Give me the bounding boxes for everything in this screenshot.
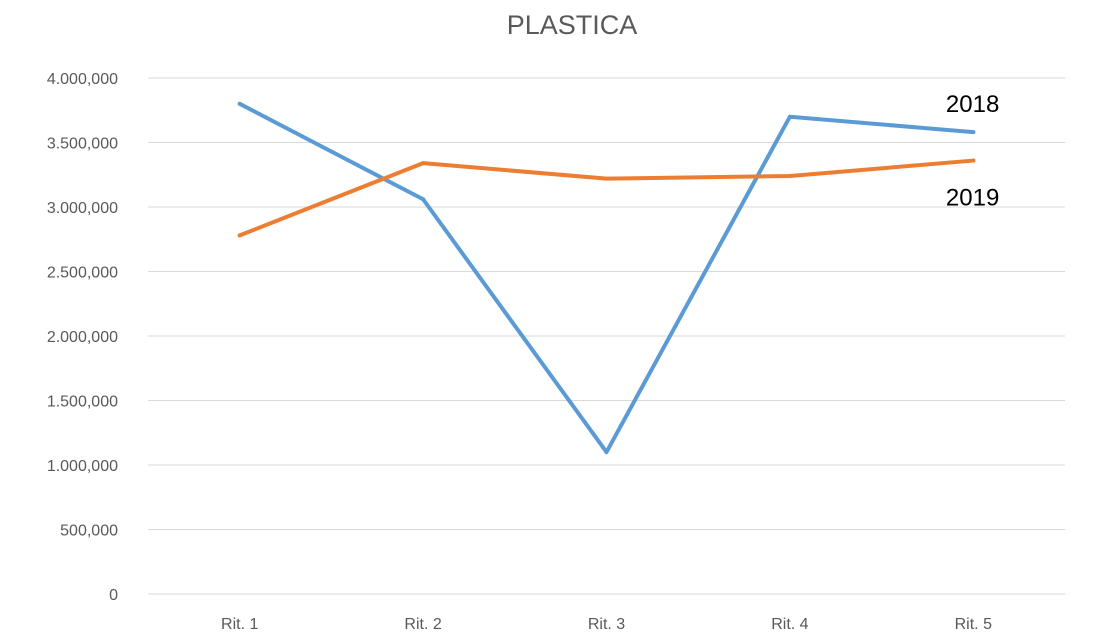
- x-tick-label: Rit. 3: [588, 616, 625, 633]
- x-axis-ticks: Rit. 1 Rit. 2 Rit. 3 Rit. 4 Rit. 5: [221, 616, 992, 633]
- y-tick-label: 4.000,000: [47, 71, 118, 88]
- y-tick-label: 1.500,000: [47, 394, 118, 411]
- x-tick-label: Rit. 4: [771, 616, 808, 633]
- series-lines: [237, 101, 976, 455]
- y-tick-label: 2.500,000: [47, 265, 118, 282]
- series-label-2019: 2019: [946, 185, 999, 212]
- x-tick-label: Rit. 1: [221, 616, 258, 633]
- data-point-2018: [787, 114, 792, 119]
- data-point-2019: [971, 158, 976, 163]
- y-tick-label: 1.000,000: [47, 458, 118, 475]
- data-point-2019: [604, 176, 609, 181]
- y-axis-ticks: 0 500,000 1.000,000 1.500,000 2.000,000 2.500…: [47, 71, 118, 604]
- x-tick-label: Rit. 2: [404, 616, 441, 633]
- data-point-2019: [237, 233, 242, 238]
- data-point-2018: [604, 450, 609, 455]
- data-point-2018: [237, 101, 242, 106]
- y-tick-label: 3.500,000: [47, 136, 118, 153]
- series-line-2019: [237, 158, 976, 238]
- data-point-2018: [971, 130, 976, 135]
- y-tick-label: 2.000,000: [47, 329, 118, 346]
- data-point-2019: [421, 161, 426, 166]
- chart-title: PLASTICA: [507, 10, 638, 40]
- y-tick-label: 0: [109, 587, 118, 604]
- data-point-2018: [421, 197, 426, 202]
- data-point-2019: [787, 174, 792, 179]
- gridlines: [148, 77, 1065, 595]
- series-label-2018: 2018: [946, 91, 999, 118]
- y-tick-label: 3.000,000: [47, 200, 118, 217]
- y-tick-label: 500,000: [60, 523, 118, 540]
- series-labels: 2018 2019: [946, 91, 999, 211]
- series-line-2018: [237, 101, 976, 455]
- x-tick-label: Rit. 5: [955, 616, 992, 633]
